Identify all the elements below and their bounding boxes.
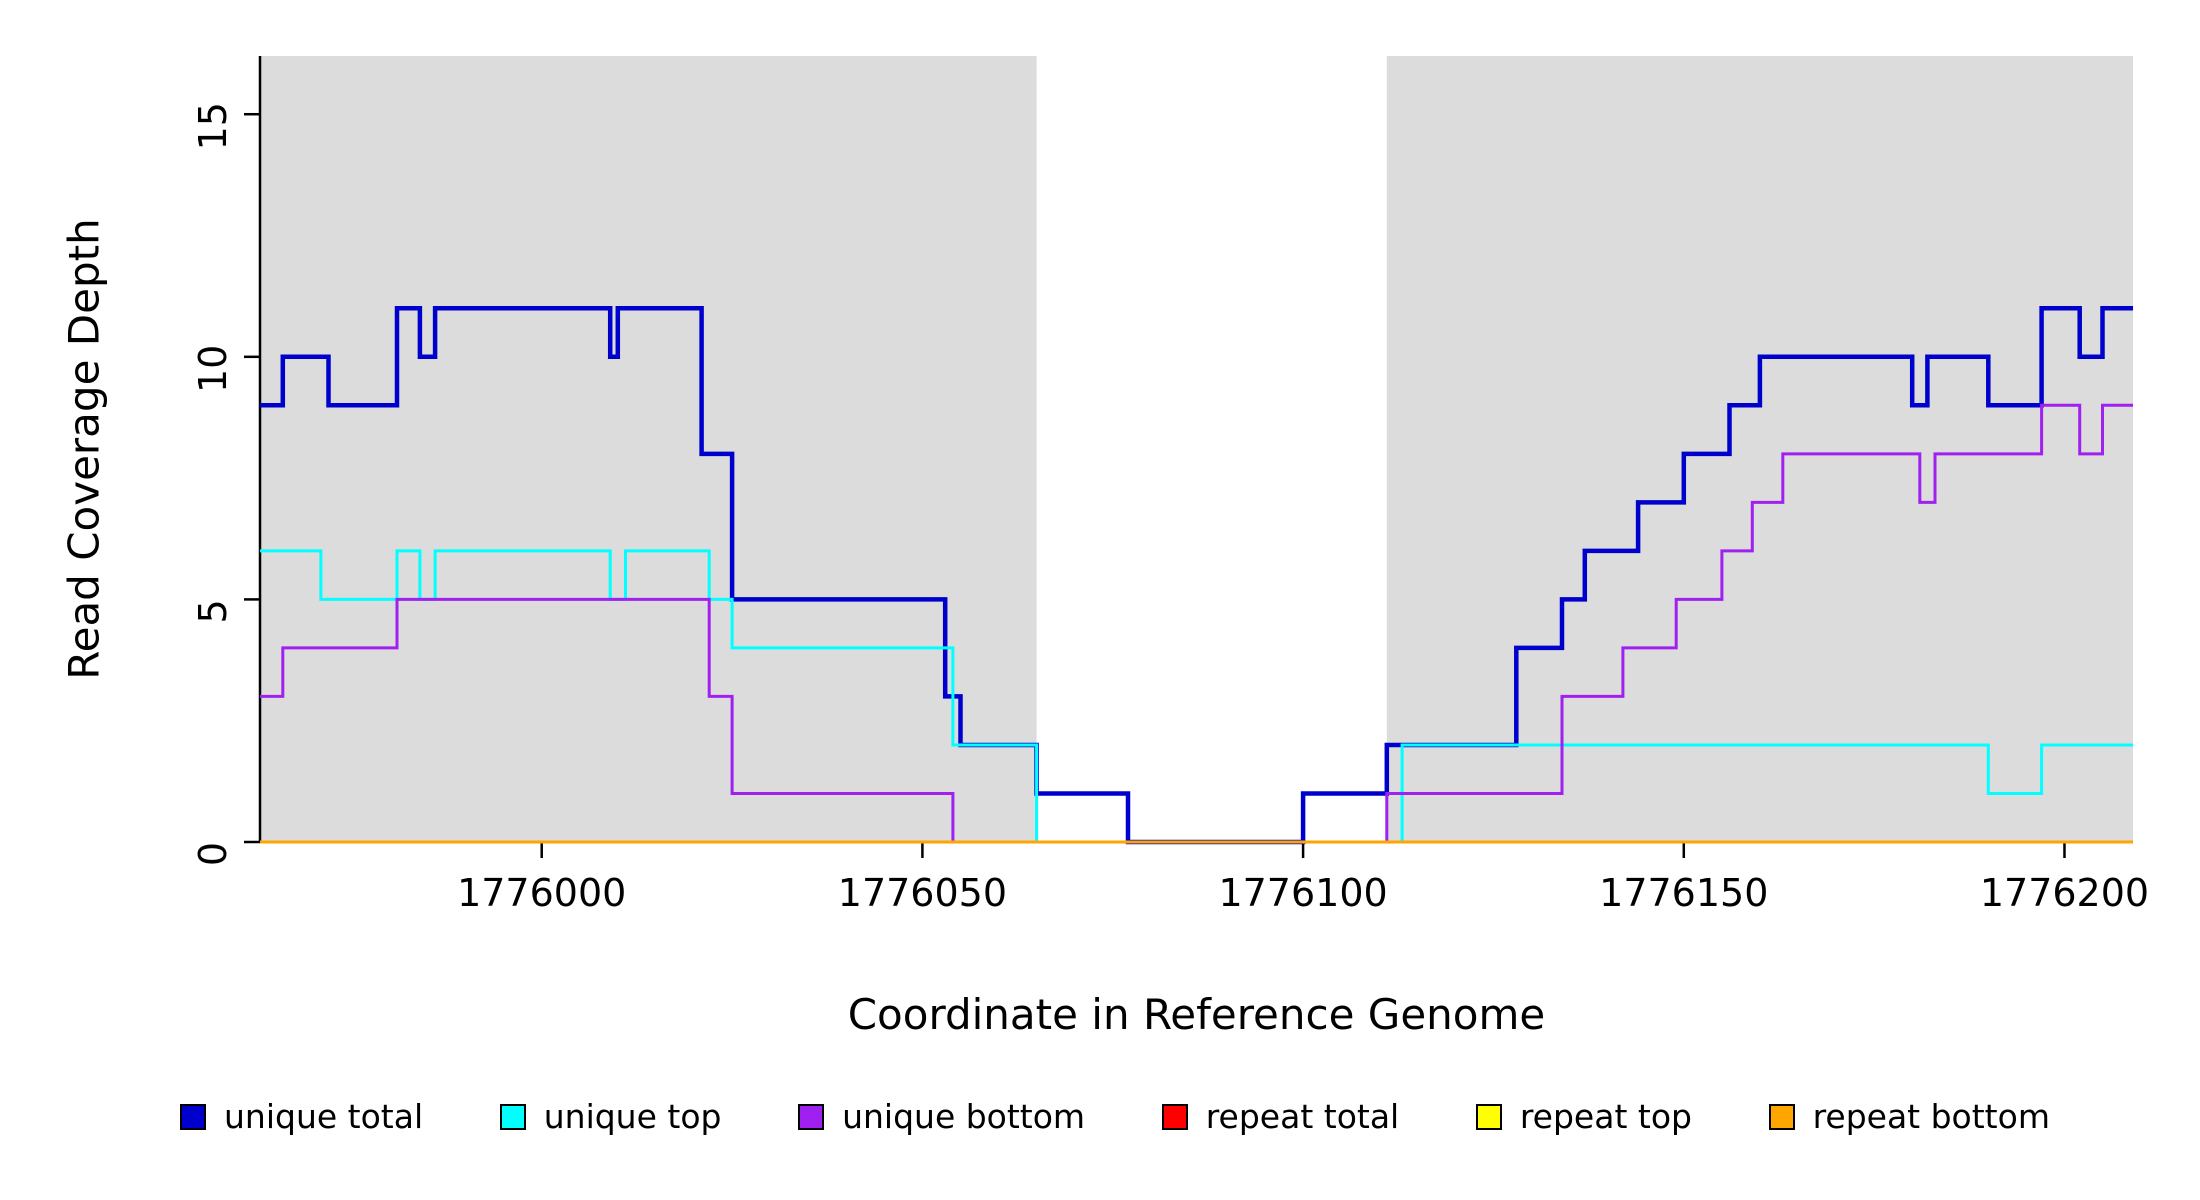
legend-item-repeat-top: repeat top [1475,1097,1692,1136]
legend: unique total unique top unique bottom repea… [180,1100,2050,1133]
x-tick-label: 1776150 [1599,871,1768,915]
legend-swatch-repeat-bottom [1768,1103,1795,1130]
shaded-region-left [260,56,1037,842]
legend-label: unique total [224,1097,424,1136]
legend-label: repeat total [1205,1097,1400,1136]
x-axis-title: Coordinate in Reference Genome [847,990,1546,1039]
series-unique-bottom [260,403,2133,844]
y-tick-label: 0 [191,842,235,866]
legend-item-unique-total: unique total [180,1100,423,1133]
series-unique-total [260,306,2133,845]
legend-swatch-repeat-top [1475,1103,1502,1130]
legend-label: unique bottom [842,1097,1086,1136]
legend-item-repeat-total: repeat total [1161,1097,1400,1136]
y-tick-label: 10 [191,345,235,393]
legend-swatch-unique-bottom [798,1103,825,1130]
x-tick-label: 1776200 [1980,871,2149,915]
legend-label: repeat top [1519,1097,1692,1136]
legend-swatch-repeat-total [1161,1103,1188,1130]
legend-label: unique top [543,1097,722,1136]
legend-label: repeat bottom [1812,1097,2050,1136]
shaded-region-right [1386,56,2133,842]
x-tick-label: 1776000 [457,871,626,915]
series-unique-top [260,549,2133,844]
y-axis-title: Read Coverage Depth [59,218,109,680]
x-tick-label: 1776100 [1218,871,1387,915]
legend-item-unique-bottom: unique bottom [798,1100,1085,1133]
legend-item-unique-top: unique top [499,1097,722,1136]
legend-swatch-unique-total [180,1103,206,1130]
x-tick-label: 1776050 [838,871,1007,915]
y-tick-label: 5 [191,599,235,623]
coverage-chart: 1776000 1776050 1776100 1776150 1776200 0 5 10 1… [191,56,2149,915]
y-tick-label: 15 [191,102,235,150]
legend-item-repeat-bottom: repeat bottom [1768,1097,2050,1136]
legend-swatch-unique-top [499,1103,526,1130]
